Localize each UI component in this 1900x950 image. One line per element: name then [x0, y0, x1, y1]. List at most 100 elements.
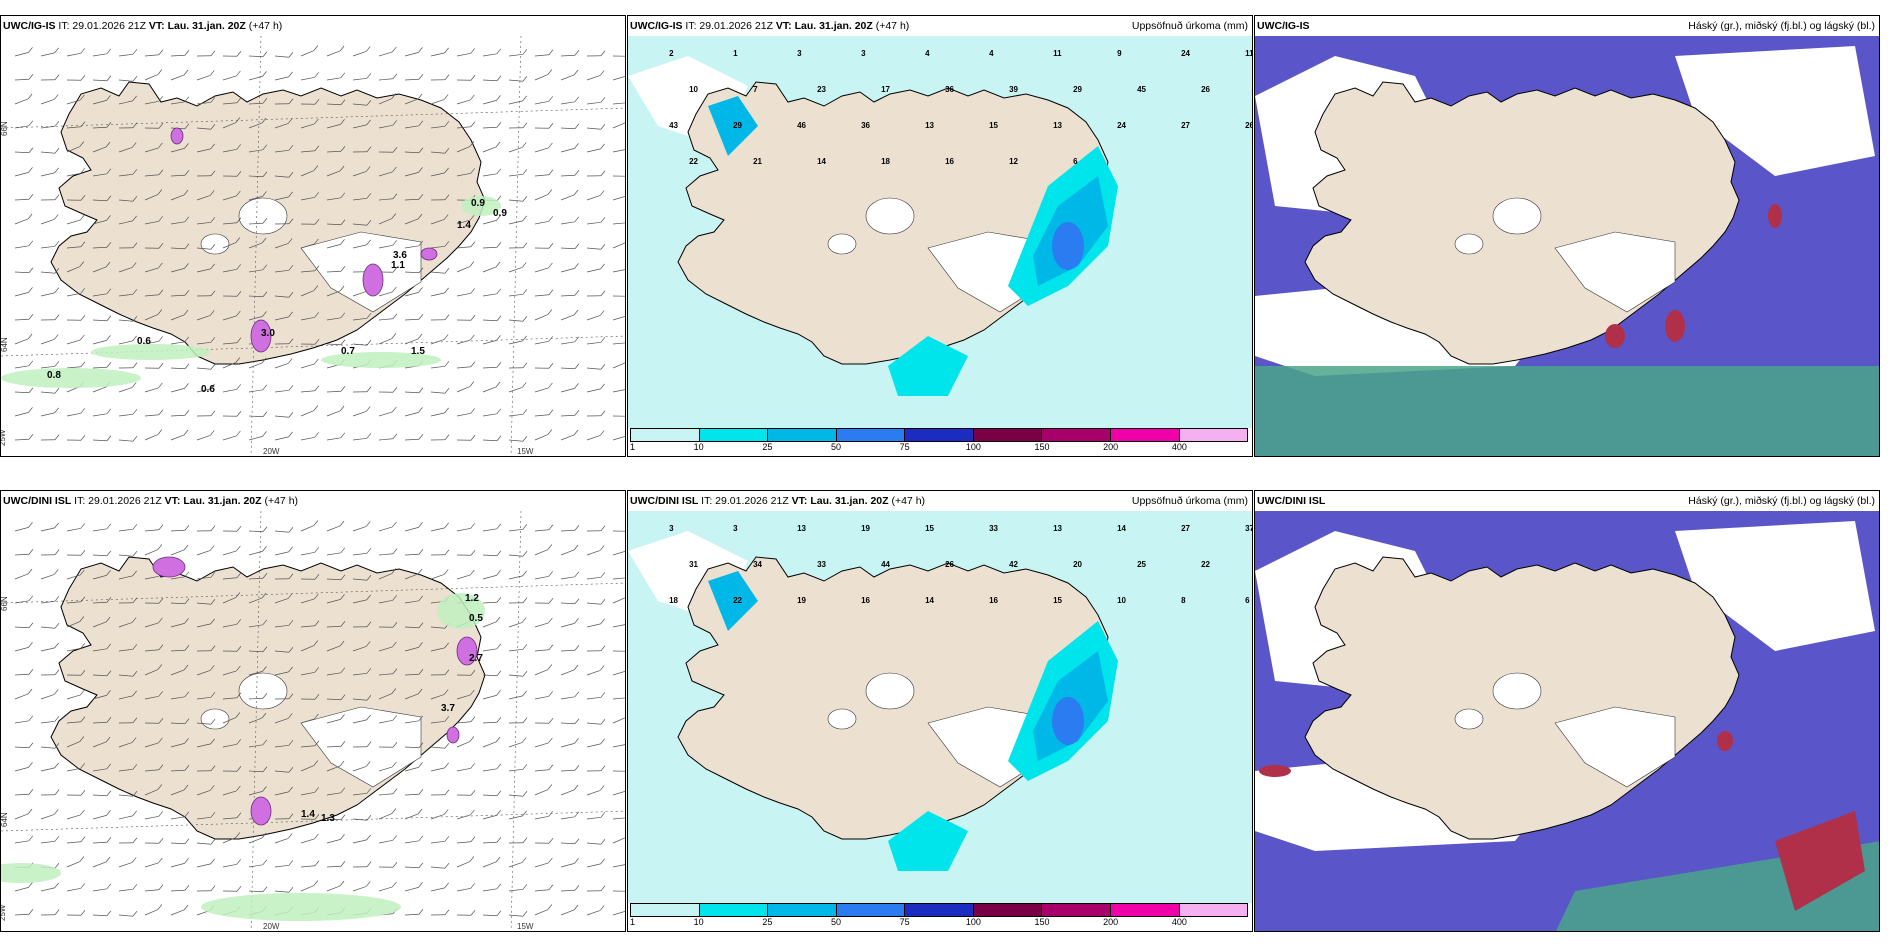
wind-barb-flag: [547, 309, 553, 315]
wind-barb: [170, 889, 185, 892]
wind-barb-flag: [340, 119, 345, 125]
wind-barb-flag: [288, 172, 294, 178]
cloud-title: Háský (gr.), miðský (fj.bl.) og lágský (…: [1688, 20, 1875, 32]
wind-barb-flag: [340, 239, 345, 245]
wind-barb-flag: [184, 525, 190, 531]
wind-barb-flag: [469, 261, 475, 267]
wind-barb: [92, 888, 107, 892]
wind-barb-flag: [158, 96, 164, 102]
wind-barb: [248, 222, 263, 225]
wind-barb-flag: [236, 51, 242, 57]
wind-barb-flag: [417, 688, 423, 695]
wind-barb-flag: [391, 808, 397, 814]
wind-barb-flag: [599, 665, 605, 671]
wind-barb: [508, 695, 523, 700]
wind-barb: [560, 649, 575, 652]
wind-barb-flag: [548, 409, 554, 415]
wind-barb-flag: [184, 718, 190, 724]
precip-value: 8: [1181, 596, 1186, 605]
colorbar-tick: 10: [693, 442, 704, 452]
wind-barb-flag: [28, 434, 34, 440]
wind-barb: [92, 340, 107, 345]
wind-barb-flag: [314, 99, 320, 105]
wind-barb: [352, 77, 367, 81]
wind-barb: [352, 599, 367, 604]
wind-barb: [560, 696, 575, 700]
wind-barb-flag: [53, 214, 59, 220]
wind-barb: [170, 247, 185, 250]
cloud-map: [1255, 511, 1879, 931]
wind-barb: [482, 220, 497, 225]
wind-barb-flag: [573, 664, 579, 671]
wind-barb: [430, 219, 445, 225]
gust-peak-area: [456, 636, 478, 666]
wind-barb: [612, 597, 625, 604]
wind-gust-areas: [1, 556, 485, 921]
wind-barb: [40, 694, 55, 700]
wind-barb: [170, 696, 185, 700]
wind-barb-flag: [262, 693, 268, 699]
colorbar-swatch: [768, 429, 837, 441]
iceland-land: [1304, 556, 1740, 840]
wind-barb-flag: [54, 642, 59, 649]
wind-barb-flag: [288, 813, 294, 819]
wind-barb-flag: [288, 98, 294, 104]
wind-barb: [352, 886, 367, 892]
wind-barb-flag: [574, 290, 580, 296]
wind-barb-flag: [444, 74, 450, 80]
precip-value: 37: [1245, 524, 1253, 533]
wind-barb: [534, 434, 549, 441]
wind-barb-flag: [599, 190, 605, 196]
wind-barb-flag: [79, 616, 85, 622]
wind-barb-flag: [132, 810, 137, 817]
wind-barb-flag: [236, 337, 242, 343]
meridian: [250, 36, 262, 456]
wind-barb: [248, 671, 263, 676]
wind-barb-flag: [522, 215, 527, 222]
wind-barb: [612, 389, 625, 393]
precip-value: 3: [861, 49, 866, 58]
wind-barb: [560, 268, 575, 273]
wind-barb-flag: [574, 363, 580, 369]
gust-peak-area: [152, 556, 186, 578]
wind-barb-flag: [600, 692, 606, 698]
precip-values: 2133441192411107231736392945264843294636…: [669, 49, 1252, 166]
precip-value: 45: [1137, 85, 1146, 94]
wind-barb-flag: [236, 545, 241, 552]
wind-barb: [248, 837, 263, 844]
wind-barb-flag: [600, 97, 606, 103]
wind-barb-flag: [496, 362, 502, 368]
gust-area: [321, 352, 441, 368]
wind-barb: [508, 439, 523, 442]
wind-barb-flag: [184, 96, 190, 103]
wind-barb: [378, 291, 393, 297]
wind-barb-flag: [54, 743, 60, 749]
precip-value: 34: [753, 560, 762, 569]
wind-barb: [14, 693, 29, 700]
wind-barb: [534, 74, 549, 81]
wind-barb: [352, 343, 367, 346]
wind-barb: [274, 55, 289, 58]
wind-barb: [248, 717, 263, 724]
gust-label: 0.8: [47, 370, 61, 381]
wind-barb: [92, 841, 107, 844]
wind-barb: [404, 151, 419, 154]
wind-barb: [92, 528, 107, 532]
wind-barb: [352, 223, 367, 226]
wind-barb-flag: [444, 549, 450, 555]
wind-barb: [144, 387, 159, 393]
wind-barb-flag: [366, 548, 372, 554]
colorbar-swatch: [905, 429, 974, 441]
wind-barb-flag: [79, 736, 85, 742]
wind-barb: [40, 271, 55, 274]
wind-barb-flag: [262, 431, 267, 437]
wind-barb: [430, 814, 445, 820]
wind-barb: [456, 841, 471, 844]
wind-barb-flag: [444, 836, 450, 842]
wind-barb: [118, 528, 133, 532]
wind-barb: [326, 77, 341, 81]
wind-barb: [14, 271, 29, 274]
wind-barb-flag: [210, 599, 216, 605]
wind-barb-flag: [392, 862, 398, 868]
wind-barb: [274, 436, 289, 441]
